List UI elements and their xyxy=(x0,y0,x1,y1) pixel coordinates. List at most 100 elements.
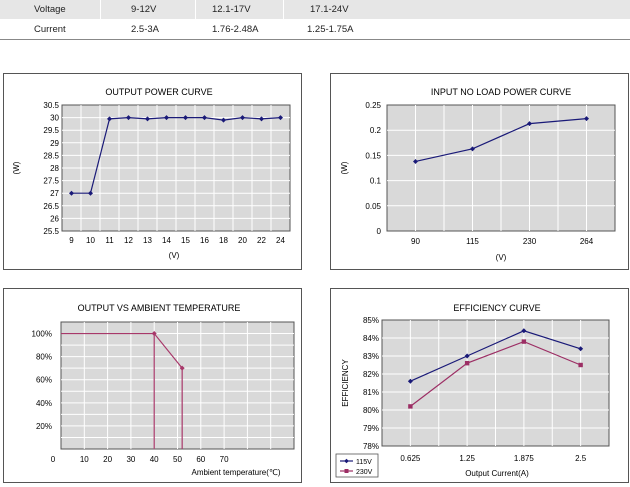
data-point xyxy=(259,116,264,122)
x-tick-label: 0 xyxy=(51,455,56,464)
x-tick-label: 90 xyxy=(411,237,420,246)
data-point xyxy=(183,115,188,121)
x-tick-label: 30 xyxy=(126,455,135,464)
y-tick-label: 26.5 xyxy=(43,202,59,211)
output-power-panel: OUTPUT POWER CURVE 25.5 26 26.5 27 27.5 28 28.5… xyxy=(3,73,302,270)
legend-marker xyxy=(344,469,349,473)
x-tick-label: 2.5 xyxy=(575,454,587,463)
data-point xyxy=(407,378,413,384)
data-point xyxy=(464,361,470,366)
data-point xyxy=(521,339,527,344)
spec-value: 1.25-1.75A xyxy=(307,24,354,35)
x-tick-label: 22 xyxy=(257,236,266,245)
spec-value: 1.76-2.48A xyxy=(212,24,259,35)
data-point xyxy=(88,190,93,196)
chart-title: EFFICIENCY CURVE xyxy=(453,303,540,313)
y-tick-label: 30.5 xyxy=(43,101,59,110)
x-axis-label: (V) xyxy=(169,251,180,260)
y-tick-label: 80% xyxy=(363,406,379,415)
series-line xyxy=(71,116,281,194)
y-tick-label: 28.5 xyxy=(43,151,59,160)
spec-row-voltage: Voltage 9-12V 12.1-17V 17.1-24V xyxy=(0,0,630,19)
spec-label-voltage: Voltage xyxy=(34,4,66,15)
spec-value: 9-12V xyxy=(131,4,157,15)
data-point xyxy=(107,116,112,122)
data-point xyxy=(221,117,226,123)
y-tick-label: 0.25 xyxy=(365,101,381,110)
x-tick-label: 10 xyxy=(86,236,95,245)
data-point xyxy=(578,362,583,368)
data-point xyxy=(470,146,475,152)
data-point xyxy=(240,115,245,121)
spec-value: 12.1-17V xyxy=(212,4,251,15)
no-load-chart: INPUT NO LOAD POWER CURVE 0 0.05 0.1 0.15 0.2… xyxy=(340,87,616,262)
x-tick-label: 50 xyxy=(173,455,182,464)
x-tick-label: 230 xyxy=(523,237,537,246)
spec-label-current: Current xyxy=(34,24,66,35)
x-tick-label: 1.25 xyxy=(459,454,475,463)
data-point xyxy=(179,365,185,371)
x-tick-label: 115 xyxy=(466,237,479,246)
x-tick-label: 40 xyxy=(150,455,159,464)
x-axis-label: (V) xyxy=(496,253,507,262)
y-tick-label: 79% xyxy=(363,424,379,433)
y-axis-label: (W) xyxy=(12,161,21,174)
data-point xyxy=(464,353,470,359)
y-tick-label: 81% xyxy=(363,388,379,397)
x-tick-label: 1.875 xyxy=(514,454,535,463)
series-line xyxy=(415,118,587,163)
x-tick-label: 10 xyxy=(80,455,89,464)
y-tick-label: 0.05 xyxy=(365,202,381,211)
data-point xyxy=(126,115,131,121)
ambient-chart: OUTPUT VS AMBIENT TEMPERATURE 20% 40% 60% 80… xyxy=(32,303,295,477)
x-tick-label: 15 xyxy=(181,236,190,245)
x-tick-label: 70 xyxy=(220,455,229,464)
data-point xyxy=(69,190,74,196)
y-tick-label: 0 xyxy=(377,227,382,236)
legend-label: 115V xyxy=(356,459,372,466)
data-point xyxy=(145,116,150,122)
data-point xyxy=(151,331,157,337)
x-tick-label: 24 xyxy=(276,236,285,245)
x-tick-label: 11 xyxy=(105,236,114,245)
data-point xyxy=(527,121,532,127)
legend-label: 230V xyxy=(356,469,373,476)
x-tick-label: 264 xyxy=(580,237,594,246)
y-tick-label: 84% xyxy=(363,334,379,343)
x-tick-label: 60 xyxy=(196,455,205,464)
x-axis-label: Output Current(A) xyxy=(465,469,529,478)
y-tick-label: 85% xyxy=(363,316,379,325)
output-power-chart: OUTPUT POWER CURVE 25.5 26 26.5 27 27.5 28 28.5… xyxy=(12,87,291,260)
data-point xyxy=(413,158,418,164)
y-tick-label: 25.5 xyxy=(43,227,59,236)
data-point xyxy=(578,346,584,352)
x-axis-label: Ambient temperature(℃) xyxy=(191,468,280,477)
data-point xyxy=(278,115,283,121)
y-tick-label: 83% xyxy=(363,352,379,361)
series-line-115v xyxy=(410,330,581,382)
data-point xyxy=(521,328,527,334)
x-tick-label: 14 xyxy=(162,236,171,245)
x-tick-label: 20 xyxy=(103,455,112,464)
y-tick-label: 40% xyxy=(36,399,52,408)
table-divider xyxy=(283,0,284,19)
y-tick-label: 30 xyxy=(50,114,59,123)
spec-value: 2.5-3A xyxy=(131,24,159,35)
data-point xyxy=(584,116,589,122)
y-tick-label: 0.1 xyxy=(370,177,382,186)
y-tick-label: 100% xyxy=(32,330,52,339)
y-tick-label: 20% xyxy=(36,422,52,431)
x-tick-label: 12 xyxy=(124,236,133,245)
x-tick-label: 16 xyxy=(200,236,209,245)
x-tick-label: 9 xyxy=(69,236,74,245)
y-tick-label: 28 xyxy=(50,164,59,173)
x-tick-label: 13 xyxy=(143,236,152,245)
y-tick-label: 82% xyxy=(363,370,379,379)
data-point xyxy=(202,115,207,121)
y-axis-label: (W) xyxy=(340,161,349,174)
y-tick-label: 60% xyxy=(36,376,52,385)
x-tick-label: 18 xyxy=(219,236,228,245)
y-tick-label: 29.5 xyxy=(43,126,59,135)
no-load-panel: INPUT NO LOAD POWER CURVE 0 0.05 0.1 0.15 0.2… xyxy=(330,73,629,270)
chart-title: OUTPUT VS AMBIENT TEMPERATURE xyxy=(78,303,241,313)
